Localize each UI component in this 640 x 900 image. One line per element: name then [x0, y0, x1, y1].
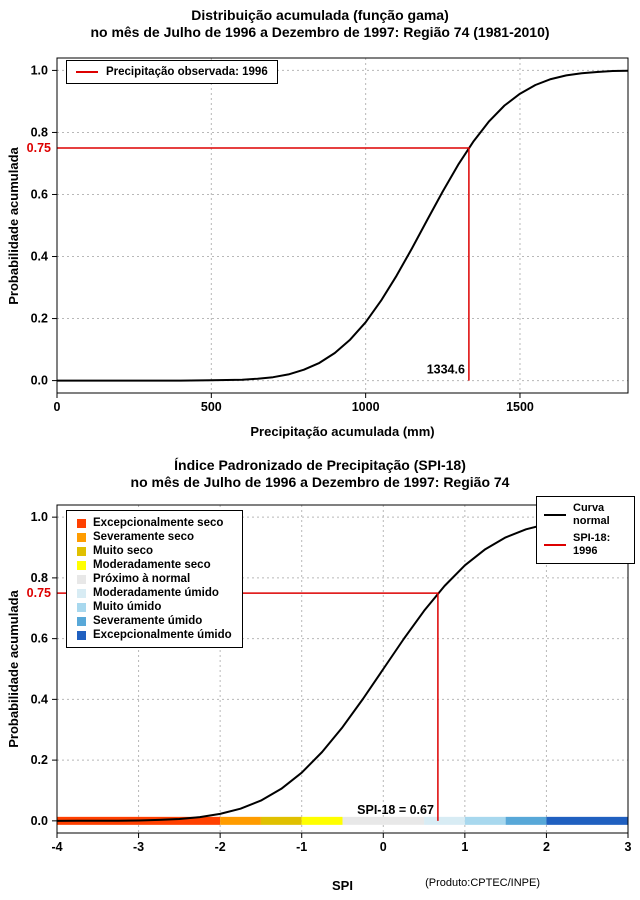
observed-annotation-lines [57, 147, 470, 381]
x-tick-label: 0 [54, 400, 61, 414]
category-label: Severamente úmido [93, 615, 203, 627]
gamma-cdf-chart: 0.75 1334.6 0 500 1000 1500 0.0 0.2 0.4 0.6 0.8 1.0… [6, 7, 629, 439]
y-tick-label: 0.2 [31, 312, 48, 326]
x-tick-label: -2 [215, 840, 226, 854]
legend-item: Excepcionalmente seco [77, 517, 232, 529]
observed-legend-label: Precipitação observada: 1996 [106, 66, 268, 78]
x-tick-label: 1000 [352, 400, 380, 414]
observed-line-sample [76, 71, 98, 73]
category-label: Excepcionalmente seco [93, 517, 224, 529]
category-label: Severamente seco [93, 531, 195, 543]
plot-box [56, 57, 629, 394]
gamma-cdf-curve [57, 69, 629, 382]
y-axis-label: Probabilidade acumulada [6, 590, 21, 748]
spi-category-band [301, 816, 343, 825]
gamma-cdf-plot: 0.75 1334.6 0 500 1000 1500 0.0 0.2 0.4 0.6 0.8 1.0 [27, 57, 629, 414]
category-swatch [77, 518, 86, 528]
category-swatch [77, 574, 86, 584]
y-tick-label: 0.6 [31, 187, 48, 201]
legend-item: Muito úmido [77, 601, 232, 613]
spi-category-band [342, 816, 425, 825]
x-tick-label: 3 [625, 840, 632, 854]
legend-item: Excepcionalmente úmido [77, 629, 232, 641]
spi-cdf-chart: 0.75 SPI-18 = 0.67 -4 -3 -2 -1 0 1 2 3 0.0 0.2 0.4 0.… [0, 450, 640, 900]
curve-line-sample [544, 543, 566, 546]
x-tick-label: 2 [543, 840, 550, 854]
y-axis-label: Probabilidade acumulada [6, 147, 21, 305]
x-tick-label: -1 [296, 840, 307, 854]
spi-category-legend-rows: Excepcionalmente seco Severamente seco Mui… [77, 517, 232, 641]
category-swatch [77, 616, 86, 626]
y-tick-label: 0.0 [31, 814, 48, 828]
category-swatch [77, 532, 86, 542]
spi-category-band [464, 816, 506, 825]
category-swatch [77, 630, 86, 640]
curve-label: SPI-18: 1996 [573, 532, 611, 557]
category-label: Próximo à normal [93, 573, 191, 585]
plot-box [56, 504, 629, 834]
legend-item: Severamente úmido [77, 615, 232, 627]
spi-category-band [505, 816, 547, 825]
spi-category-band [424, 816, 465, 825]
category-label: Muito úmido [93, 601, 162, 613]
legend-item: Muito seco [77, 545, 232, 557]
observed-precipitation-legend: Precipitação observada: 1996 [66, 60, 278, 84]
curve-legend: Curva normal SPI-18: 1996 [536, 496, 635, 564]
chart-title: Distribuição acumulada (função gama) [191, 7, 449, 23]
y-tick-label: 0.4 [31, 250, 48, 264]
category-swatch [77, 588, 86, 598]
y-tick-label: 1.0 [31, 510, 48, 524]
normal-cdf-curve [56, 516, 629, 822]
curve-line-sample [544, 513, 566, 516]
curve-legend-rows: Curva normal SPI-18: 1996 [544, 502, 627, 558]
y-tick-label: 0.8 [31, 571, 48, 585]
category-label: Moderadamente úmido [93, 587, 219, 599]
spi-category-band [546, 816, 628, 825]
y-tick-label: 0.6 [31, 632, 48, 646]
probability-label: 0.75 [27, 141, 51, 155]
x-tick-label: -3 [133, 840, 144, 854]
spi-category-band [260, 816, 302, 825]
chart-subtitle: no mês de Julho de 1996 a Dezembro de 19… [90, 24, 550, 40]
category-swatch [77, 560, 86, 570]
spi-category-band [220, 816, 261, 825]
legend-item: Moderadamente úmido [77, 587, 232, 599]
y-tick-label: 0.2 [31, 753, 48, 767]
curve-label: Curva normal [573, 502, 610, 527]
y-tick-label: 0.4 [31, 692, 48, 706]
x-tick-label: 0 [380, 840, 387, 854]
x-tick-label: 1500 [506, 400, 534, 414]
y-tick-label: 0.8 [31, 125, 48, 139]
legend-item: Próximo à normal [77, 573, 232, 585]
category-label: Excepcionalmente úmido [93, 629, 232, 641]
category-swatch [77, 546, 86, 556]
x-axis-label: SPI [332, 878, 353, 893]
x-axis-label: Precipitação acumulada (mm) [250, 424, 435, 439]
spi-category-legend: Excepcionalmente seco Severamente seco Mui… [66, 510, 243, 648]
legend-item: Severamente seco [77, 531, 232, 543]
annotation-value-label: 1334.6 [427, 363, 465, 377]
legend-item: Moderadamente seco [77, 559, 232, 571]
probability-label: 0.75 [27, 586, 51, 600]
annotation-value-label: SPI-18 = 0.67 [357, 803, 434, 817]
x-tick-label: 500 [201, 400, 222, 414]
x-tick-label: 1 [461, 840, 468, 854]
y-tick-label: 0.0 [31, 374, 48, 388]
y-tick-label: 1.0 [31, 63, 48, 77]
product-caption: (Produto:CPTEC/INPE) [425, 877, 540, 889]
legend-item: Curva normal [544, 502, 627, 527]
chart-title: Índice Padronizado de Precipitação (SPI-… [174, 457, 466, 473]
category-label: Muito seco [93, 545, 154, 557]
legend-item: SPI-18: 1996 [544, 532, 627, 557]
x-tick-label: -4 [51, 840, 62, 854]
category-label: Moderadamente seco [93, 559, 211, 571]
category-swatch [77, 602, 86, 612]
chart-subtitle: no mês de Julho de 1996 a Dezembro de 19… [130, 474, 510, 490]
